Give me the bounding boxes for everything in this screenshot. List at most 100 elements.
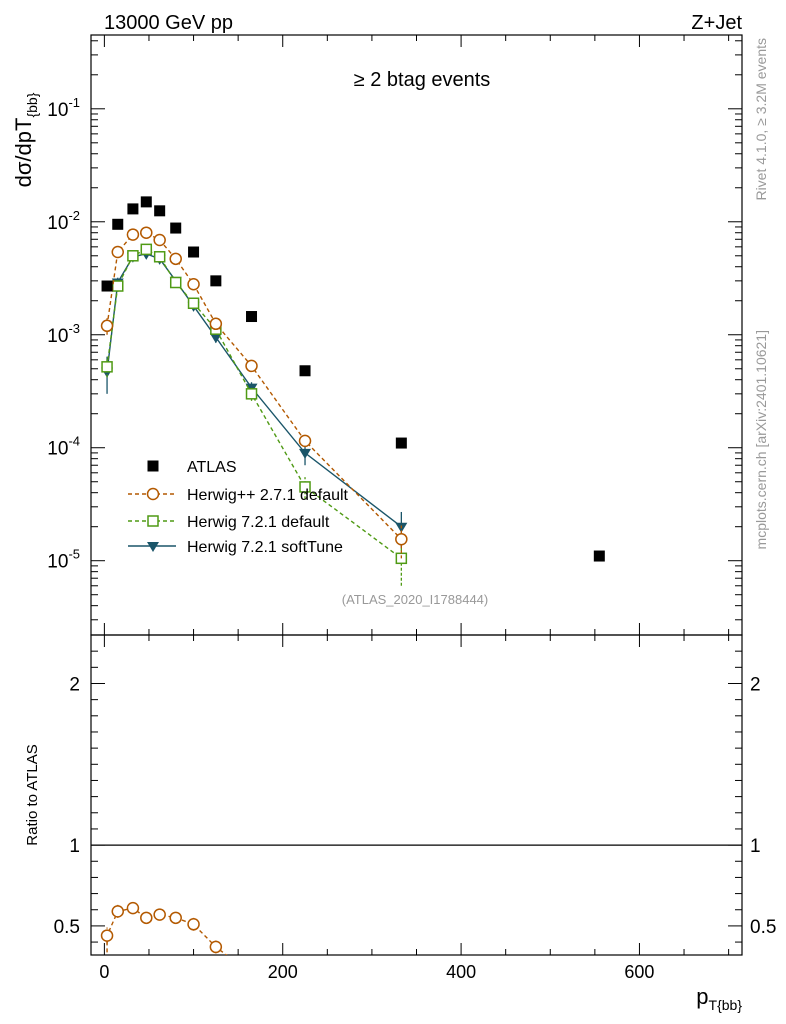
y-axis-label-ratio: Ratio to ATLAS [24,744,41,845]
legend-entry: Herwig 7.2.1 softTune [128,539,343,556]
data-point [101,280,113,292]
x-tick-label: 600 [624,962,654,982]
data-point [100,319,114,333]
data-point [126,228,140,241]
y-tick-label-main: 10-2 [47,208,80,234]
x-axis-label-text: p [696,984,708,1009]
ratio-line [106,907,228,955]
y-tick-label-main: 10-5 [47,547,80,573]
legend-entry: ATLAS [147,459,237,476]
chart-title: ≥ 2 btag events [354,69,491,91]
series-1 [100,226,408,559]
series-atlas [101,196,605,562]
data-point [154,205,166,217]
x-tick-label: 0 [99,962,109,982]
data-point [593,550,605,562]
y-tick-label-base: 10 [47,326,68,347]
data-point [170,222,182,234]
main-data [100,196,605,586]
y-tick-label-exp: -2 [68,208,80,223]
y-tick-label-ratio-right: 2 [750,674,761,695]
y-tick-label-main: 10-4 [47,434,80,460]
y-tick-label-exp: -3 [68,321,80,336]
legend-marker [146,487,160,501]
data-point [153,251,166,263]
data-point [245,388,258,400]
y-tick-label-ratio-right: 1 [750,836,761,857]
series-2 [101,243,408,586]
y-tick-label-base: 10 [47,439,68,460]
y-tick-label-ratio: 1 [69,836,80,857]
ratio-point [209,940,223,954]
y-tick-label-exp: -1 [68,95,80,110]
x-axis-label-sub: T{bb} [709,997,743,1013]
legend-marker [147,515,159,527]
analysis-label: (ATLAS_2020_I1788444) [342,592,488,607]
ratio-point [126,901,140,915]
data-point [127,250,139,262]
y-tick-label-base: 10 [47,552,68,573]
y-tick-label-base: 10 [47,100,68,121]
data-point [140,196,152,208]
data-point [395,437,407,449]
data-point [209,333,222,344]
x-tick-label: 400 [446,962,476,982]
data-point [299,448,312,459]
data-point [112,280,124,292]
data-point [111,245,125,259]
y-axis-label-main-sub: {bb} [24,92,40,117]
legend-entry: Herwig 7.2.1 default [128,514,330,531]
legend-entry: Herwig++ 2.7.1 default [128,487,349,504]
ratio-point [169,911,182,925]
data-point [298,434,312,448]
ratio-data [100,901,228,955]
y-tick-label-ratio: 2 [69,674,80,695]
ratio-point [111,905,125,918]
ratio-point [140,911,153,925]
data-point [153,233,166,247]
header-left: 13000 GeV pp [104,12,233,34]
data-point [187,297,200,310]
data-point [209,317,223,331]
ratio-frame [90,634,743,956]
data-point [187,277,200,291]
header-right: Z+Jet [691,12,742,34]
y-tick-label-exp: -5 [68,547,80,562]
ratio-plot: 0 200 400 600 0.5 0.5 1 1 2 2 [54,634,776,982]
ratio-point [187,918,200,931]
data-point [299,365,311,377]
svg-text:dσ/dpT{bb}: dσ/dpT{bb} [11,92,40,187]
data-point [101,361,113,373]
data-point [246,311,258,323]
y-tick-label-base: 10 [47,213,68,234]
data-point [140,226,153,239]
ratio-point [100,929,114,942]
legend-label: Herwig 7.2.1 default [187,514,330,531]
y-tick-label-main: 10-3 [47,321,80,347]
legend-label: ATLAS [187,459,237,476]
x-axis-label: pT{bb} [696,984,742,1013]
y-tick-label-exp: -4 [68,434,80,449]
ratio-series [100,901,228,955]
legend-label: Herwig 7.2.1 softTune [187,539,343,556]
data-point [169,276,182,289]
x-tick-label: 200 [268,962,298,982]
y-tick-label-ratio: 0.5 [54,917,80,938]
series-line [106,248,402,559]
data-point [140,243,153,256]
y-axis-label-main-text: dσ/dpT [11,118,36,188]
legend-marker [147,542,159,552]
data-point [245,359,258,373]
data-point [112,218,124,230]
legend: ATLAS Herwig++ 2.7.1 default Herwig 7.2.1 … [128,459,349,556]
side-label-top: Rivet 4.1.0, ≥ 3.2M events [753,38,769,201]
side-label-bottom: mcplots.cern.ch [arXiv:2401.10621] [753,330,769,549]
legend-label: Herwig++ 2.7.1 default [187,487,349,504]
data-point [188,246,200,258]
data-point [299,481,311,493]
main-plot: 10-510-410-310-210-1 [47,34,743,955]
data-point [169,252,182,266]
y-tick-label-main: 10-1 [47,95,80,121]
ratio-point [153,908,166,921]
